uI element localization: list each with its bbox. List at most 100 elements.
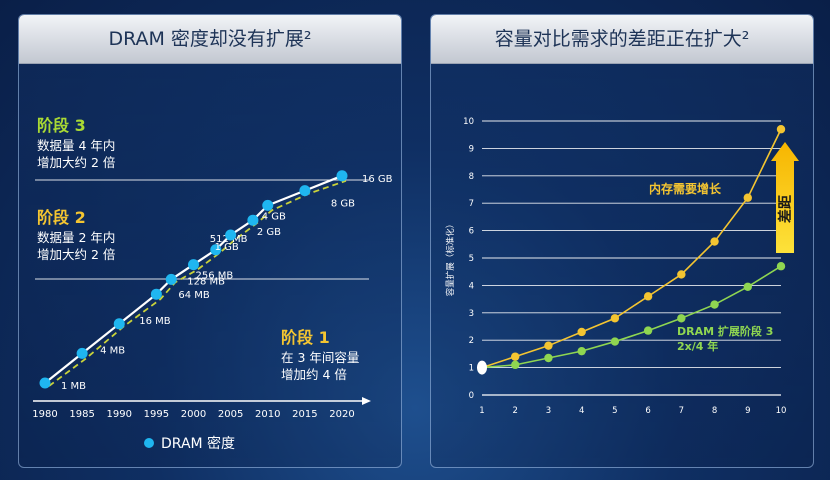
stage-description-line: 在 3 年间容量 <box>281 350 359 365</box>
trend-line <box>44 174 343 384</box>
x-tick-label: 2015 <box>292 409 317 420</box>
stage-description-line: 数据量 2 年内 <box>37 230 115 245</box>
dram-density-point <box>299 185 311 197</box>
series-point <box>776 262 786 271</box>
stage-title: 阶段 1 <box>281 328 330 347</box>
series-line <box>481 128 782 369</box>
series-point <box>677 314 686 323</box>
stage-description-line: 增加大约 2 倍 <box>37 247 115 262</box>
dram-density-point-label: 128 MB <box>187 276 225 287</box>
gap-label: 差距 <box>777 195 794 223</box>
series-point <box>643 292 653 301</box>
legend-label: DRAM 密度 <box>161 435 235 452</box>
series-line <box>481 265 782 369</box>
series-point <box>511 352 520 361</box>
x-tick-label: 2000 <box>181 409 206 420</box>
dram-density-point-label: 16 GB <box>362 174 393 185</box>
right-chart-panel: 容量对比需求的差距正在扩大² 0 1 2 3 4 5 6 7 8 9 10 1 2 3 4 5 6 7 8 9 10 容量… <box>430 14 814 468</box>
dram-density-point <box>210 244 222 256</box>
y-tick-label: 9 <box>469 144 474 154</box>
y-tick-label: 3 <box>469 309 474 319</box>
dram-density-point <box>76 347 88 359</box>
x-tick-label: 2005 <box>218 409 243 420</box>
right-chart-title: 容量对比需求的差距正在扩大² <box>431 15 813 64</box>
series-point <box>544 341 553 350</box>
series-point <box>743 282 752 291</box>
y-tick-label: 8 <box>469 172 474 182</box>
x-tick-label: 5 <box>612 406 617 416</box>
trend-line-dashed <box>48 179 347 387</box>
dram-density-point <box>336 170 348 182</box>
gap-arrow <box>771 142 799 253</box>
x-tick-label: 4 <box>579 406 584 416</box>
x-tick-label: 1990 <box>107 409 132 420</box>
stage-description-line: 增加约 4 倍 <box>281 367 347 382</box>
x-tick-label: 9 <box>745 406 750 416</box>
stage-title: 阶段 3 <box>37 116 86 135</box>
dram-density-point <box>150 288 162 300</box>
dram-density-point-label: 1 MB <box>61 381 86 392</box>
x-tick-label: 2020 <box>329 409 354 420</box>
dram-density-point <box>262 199 274 211</box>
dram-density-point <box>225 229 237 241</box>
y-axis-label: 容量扩展（标准化） <box>445 220 456 297</box>
y-tick-label: 7 <box>469 199 474 209</box>
dram-density-point <box>165 273 177 285</box>
x-tick-label: 7 <box>679 406 684 416</box>
x-tick-label: 1995 <box>144 409 169 420</box>
x-tick-label: 10 <box>776 406 787 416</box>
series-point <box>677 270 686 279</box>
dram-density-point <box>247 214 259 226</box>
x-tick-label: 1 <box>479 406 484 416</box>
x-tick-label: 2010 <box>255 409 280 420</box>
stage-description-line: 数据量 4 年内 <box>37 138 115 153</box>
series-point <box>610 314 620 323</box>
y-tick-label: 6 <box>469 227 474 237</box>
series-label-expansion: DRAM 扩展阶段 3 <box>677 324 773 338</box>
dram-density-point <box>188 259 199 271</box>
series-point <box>643 326 653 335</box>
legend-marker <box>144 438 154 448</box>
x-tick-label: 8 <box>712 406 717 416</box>
stage-title: 阶段 2 <box>37 208 86 227</box>
x-tick-label: 6 <box>645 406 650 416</box>
dram-density-point-label: 4 MB <box>100 345 125 356</box>
y-tick-label: 5 <box>469 254 474 264</box>
series-point <box>743 193 752 202</box>
dram-density-chart: 1980 1985 1990 1995 2000 2005 2010 2015 2020 1 MB… <box>32 116 393 452</box>
y-tick-label: 10 <box>463 117 474 127</box>
x-axis-arrow <box>362 397 371 405</box>
dram-density-point-label: 256 MB <box>196 271 234 282</box>
series-point <box>544 353 553 363</box>
dram-density-point-label: 2 GB <box>257 227 281 238</box>
x-tick-label: 3 <box>546 406 551 416</box>
series-label-demand: 内存需要增长 <box>649 181 722 196</box>
x-tick-label: 1980 <box>32 409 57 420</box>
series-point <box>577 327 586 337</box>
dram-density-point-label: 4 GB <box>262 211 286 222</box>
start-point <box>477 360 487 375</box>
y-tick-label: 1 <box>469 364 474 374</box>
dram-density-point-label: 16 MB <box>139 316 171 327</box>
series-point <box>710 237 719 246</box>
series-label-expansion-sub: 2x/4 年 <box>677 339 718 353</box>
series-point <box>710 300 719 309</box>
left-chart-panel: DRAM 密度却没有扩展² 1980 1985 1990 1995 2000 2005 20… <box>18 14 402 468</box>
y-tick-label: 0 <box>469 391 474 401</box>
series-point <box>610 337 620 346</box>
series-point <box>511 360 520 370</box>
dram-density-point <box>113 318 125 330</box>
x-tick-label: 2 <box>513 406 518 416</box>
dram-density-point-label: 1 GB <box>215 242 239 253</box>
series-point <box>776 125 786 134</box>
x-tick-label: 1985 <box>69 409 94 420</box>
stage-description-line: 增加大约 2 倍 <box>37 155 115 170</box>
dram-density-point-label: 8 GB <box>331 199 355 210</box>
y-tick-label: 4 <box>469 281 474 291</box>
left-chart-title: DRAM 密度却没有扩展² <box>19 15 401 64</box>
dram-density-point-label: 64 MB <box>178 290 210 301</box>
y-tick-label: 2 <box>469 336 474 346</box>
series-point <box>577 346 586 356</box>
dram-density-point <box>39 377 51 389</box>
